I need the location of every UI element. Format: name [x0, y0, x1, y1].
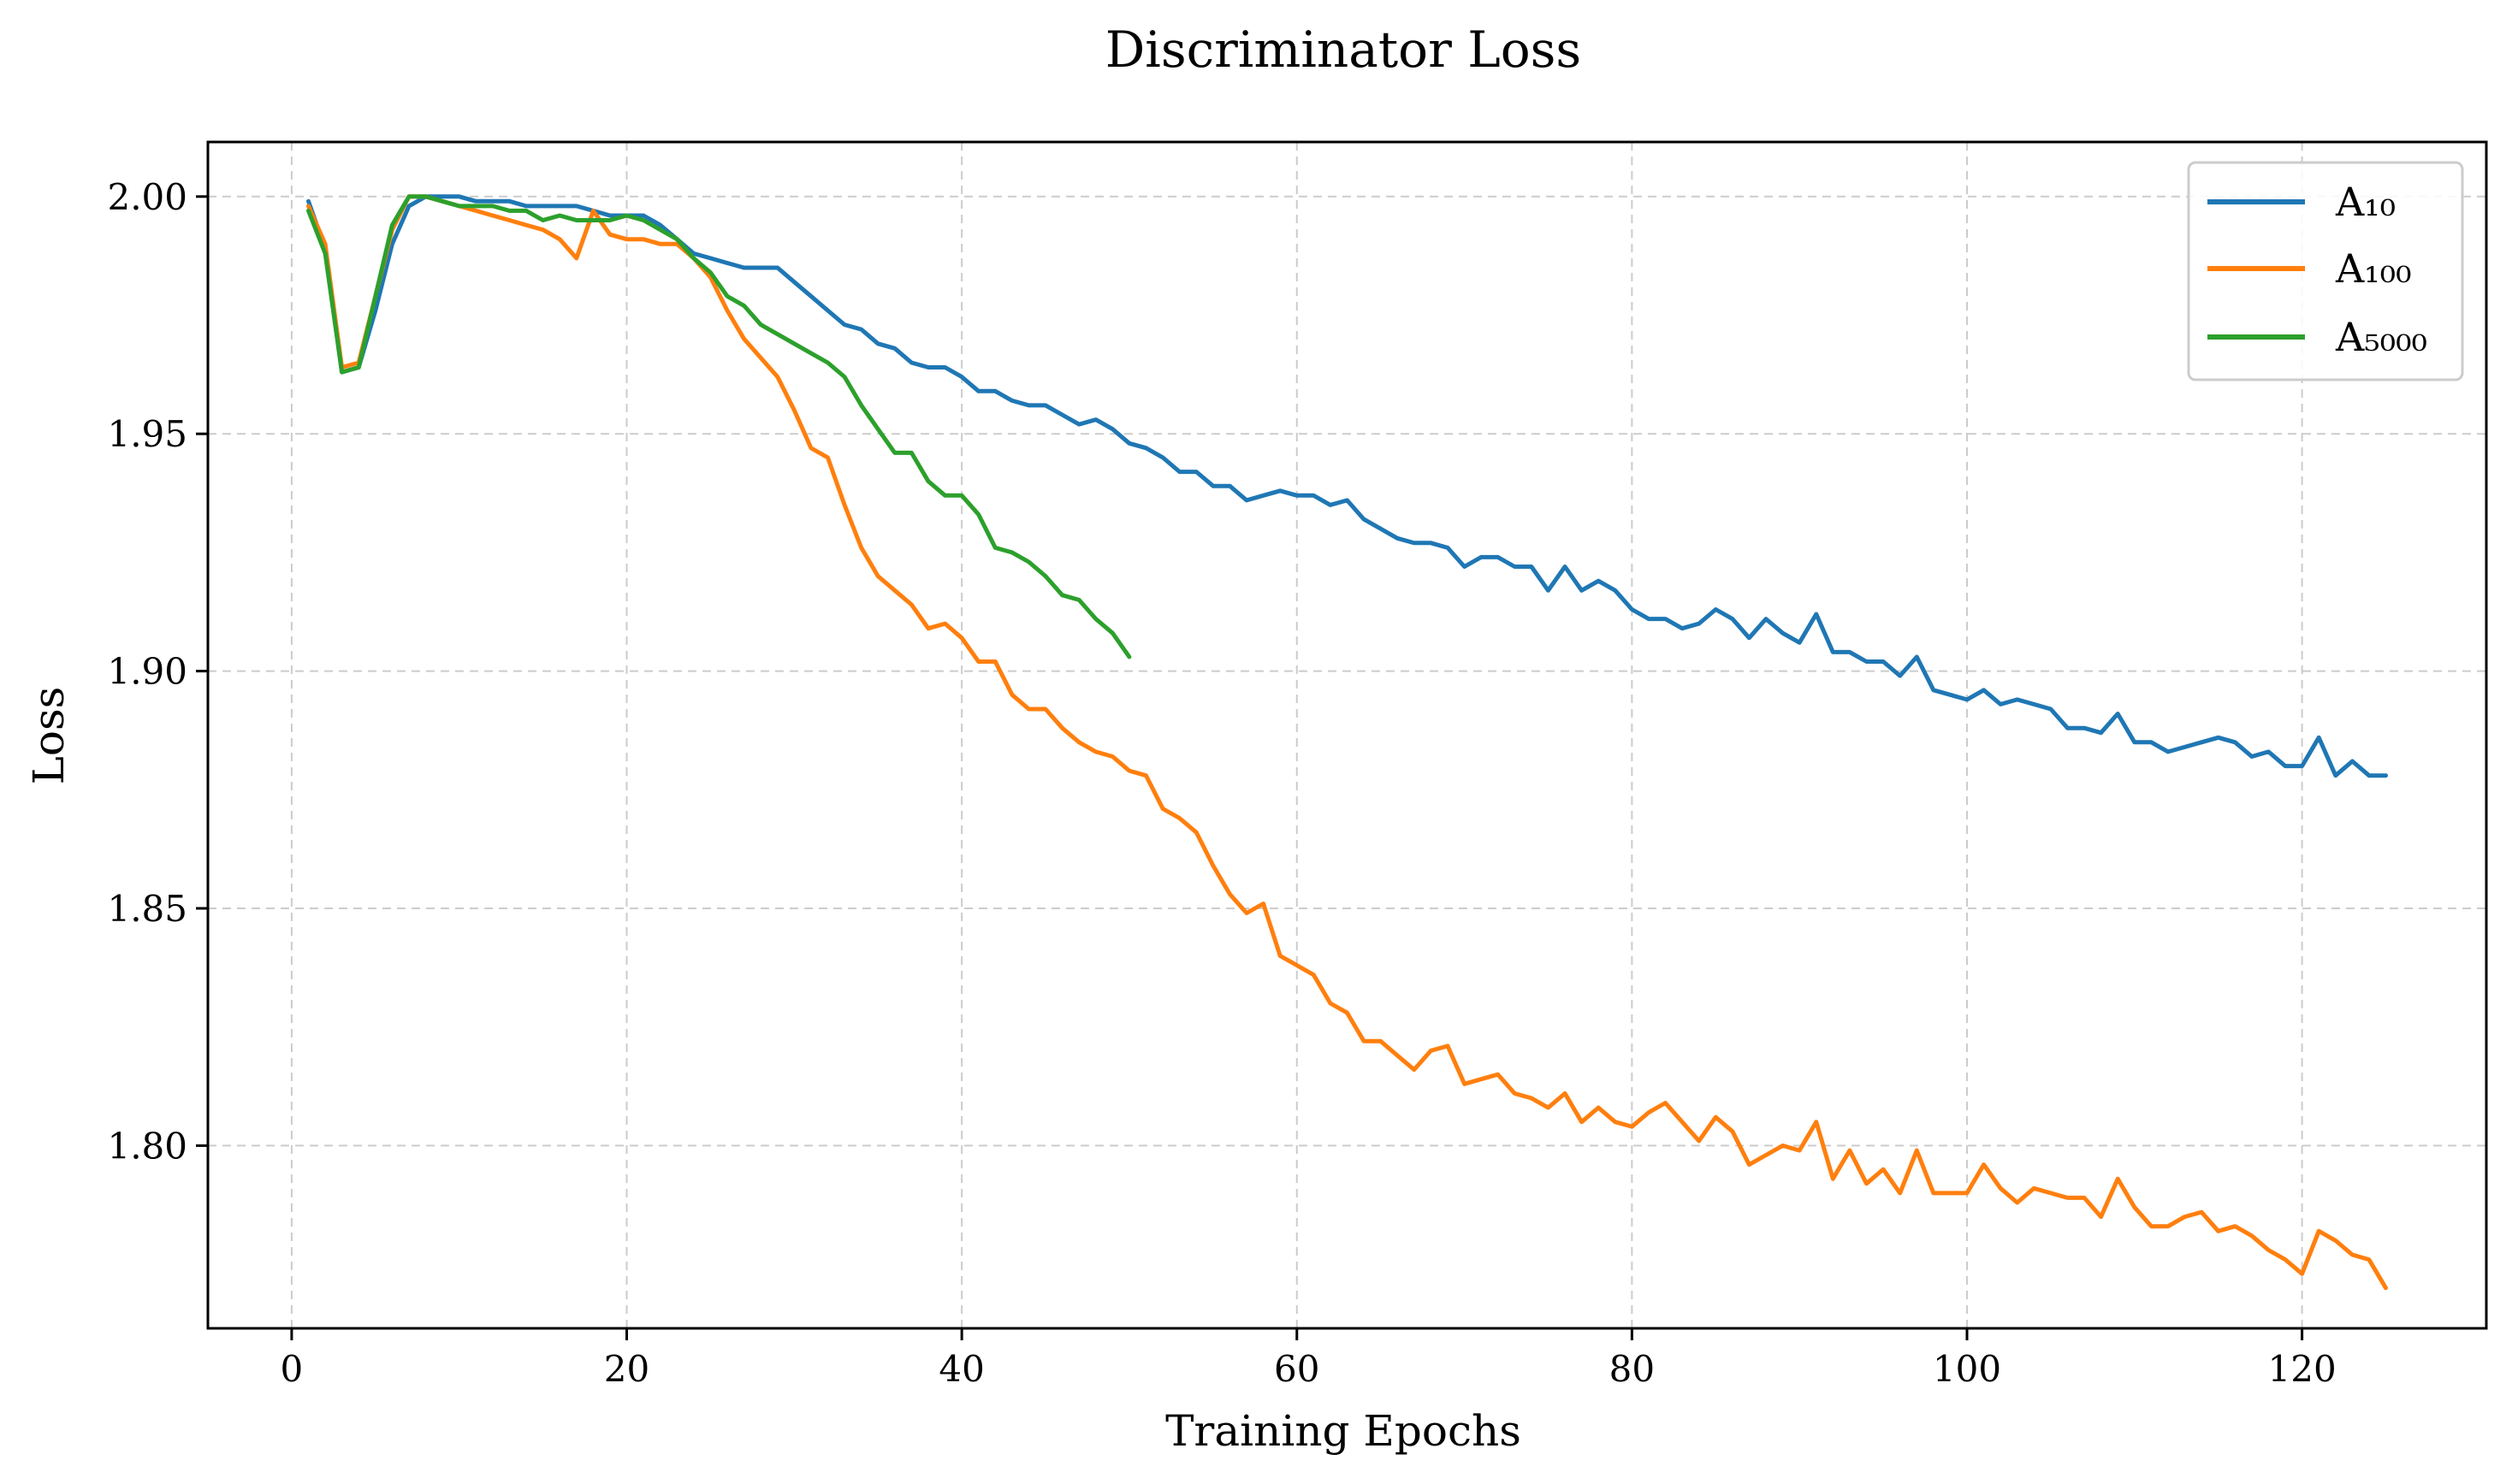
x-axis-ticks: 0 20 40 60 80 100 120: [281, 1328, 2337, 1390]
y-tick-label: 2.00: [107, 176, 187, 218]
y-tick-label: 1.90: [107, 651, 187, 693]
x-tick-label: 80: [1609, 1348, 1655, 1390]
y-axis-label: Loss: [24, 687, 74, 785]
series-line-a100: [306, 194, 2388, 1291]
x-tick-label: 120: [2268, 1348, 2337, 1390]
legend: A₁₀ A₁₀₀ A₅₀₀₀: [2187, 161, 2464, 381]
chart-title: Discriminator Loss: [1105, 21, 1581, 79]
legend-box: [2187, 161, 2464, 381]
y-tick-label: 1.80: [107, 1125, 187, 1167]
grid-lines: [208, 142, 2486, 1328]
x-axis-label: Training Epochs: [1165, 1406, 1521, 1456]
plot-area-frame: [206, 140, 2488, 1330]
x-tick-label: 0: [281, 1348, 304, 1390]
x-tick-label: 100: [1933, 1348, 2001, 1390]
series-line-a10: [306, 194, 2388, 778]
y-tick-label: 1.85: [107, 888, 187, 930]
series-lines: [306, 194, 2388, 1291]
legend-label-a5000: A₅₀₀₀: [2335, 314, 2427, 360]
legend-label-a10: A₁₀: [2335, 179, 2396, 225]
y-tick-label: 1.95: [107, 413, 187, 455]
series-line-a5000: [306, 194, 1132, 659]
x-tick-label: 40: [939, 1348, 984, 1390]
x-tick-label: 20: [604, 1348, 649, 1390]
legend-label-a100: A₁₀₀: [2335, 245, 2412, 292]
y-axis-ticks: 1.80 1.85 1.90 1.95 2.00: [107, 176, 208, 1167]
x-tick-label: 60: [1274, 1348, 1319, 1390]
